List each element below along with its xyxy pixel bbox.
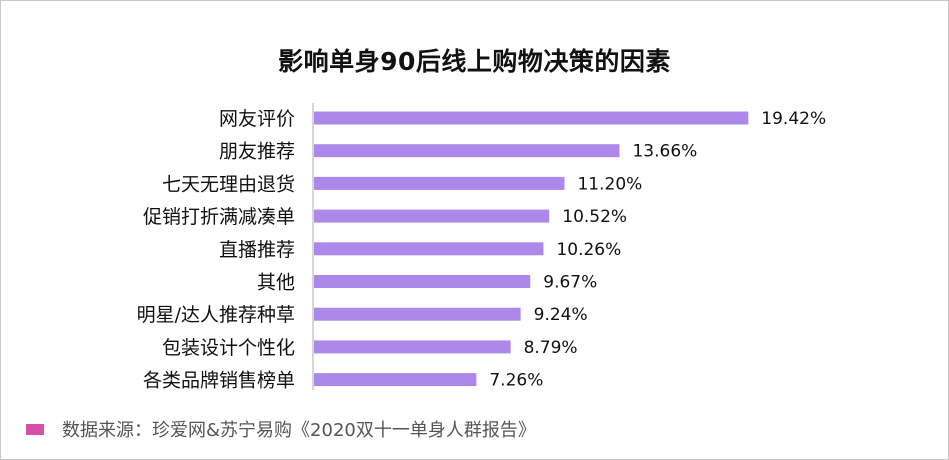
value-label-6: 9.67% [543,273,597,293]
category-label-2: 朋友推荐 [219,141,295,163]
category-label-5: 直播推荐 [219,239,295,261]
value-label-2: 13.66% [632,142,697,162]
category-label-4: 促销打折满减凑单 [143,206,295,228]
category-label-6: 其他 [257,272,295,294]
bar-4 [314,209,550,223]
category-label-3: 七天无理由退货 [162,173,295,195]
source-note: 数据来源：珍爱网&苏宁易购《2020双十一单身人群报告》 [26,414,536,444]
bar-2 [314,144,620,158]
bar-9 [314,373,477,387]
bar-5 [314,242,544,256]
source-text: 数据来源：珍爱网&苏宁易购《2020双十一单身人群报告》 [62,420,536,441]
value-label-9: 7.26% [489,371,543,391]
category-label-1: 网友评价 [219,108,295,130]
category-label-7: 明星/达人推荐种草 [137,304,295,326]
value-label-7: 9.24% [534,305,588,325]
value-label-4: 10.52% [562,207,627,227]
value-label-3: 11.20% [577,174,642,194]
source-swatch [26,423,44,435]
value-label-1: 19.42% [761,109,826,129]
bar-8 [314,340,511,354]
bar-7 [314,307,521,321]
bar-3 [314,176,565,190]
value-label-8: 8.79% [524,338,578,358]
bar-1 [314,111,749,125]
value-label-5: 10.26% [556,240,621,260]
bar-6 [314,275,531,288]
chart-title: 影响单身90后线上购物决策的因素 [278,47,671,76]
category-label-8: 包装设计个性化 [162,337,295,359]
category-label-9: 各类品牌销售榜单 [143,370,295,392]
